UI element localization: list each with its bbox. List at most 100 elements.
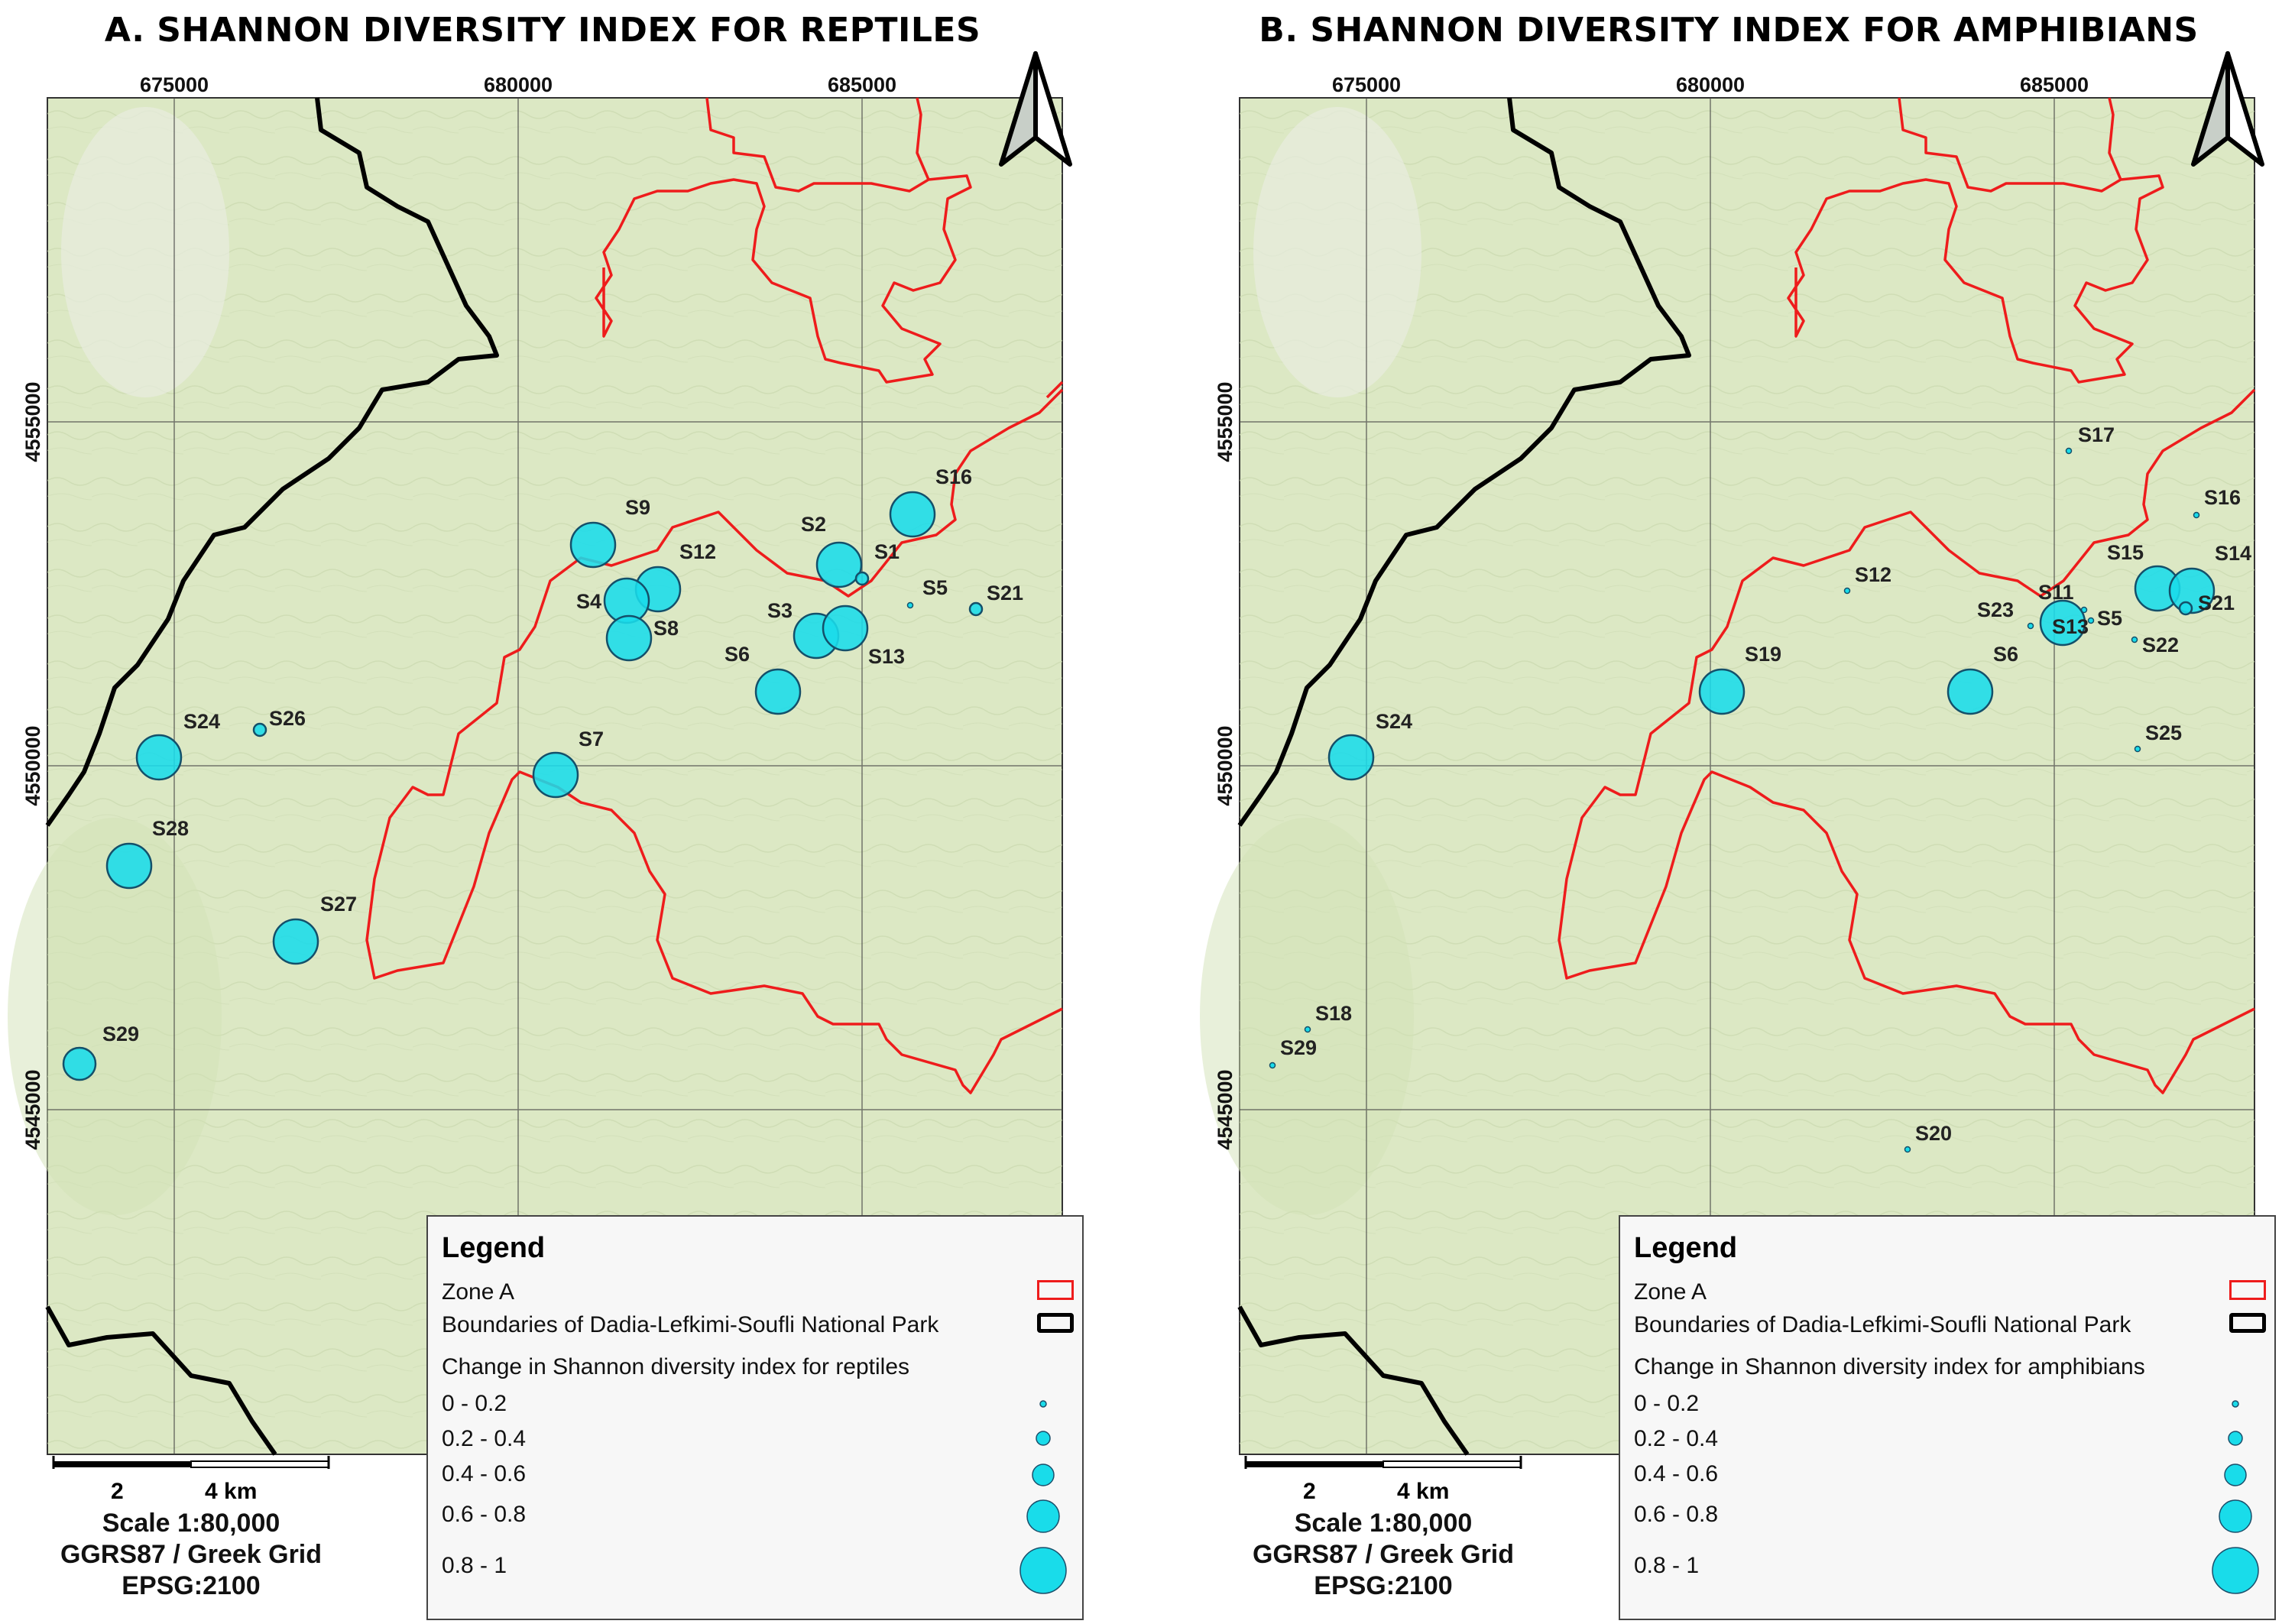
site-marker-s6[interactable] <box>1947 668 1994 715</box>
site-label-s23: S23 <box>1977 598 2014 621</box>
site-marker-s1[interactable] <box>854 571 870 586</box>
northing-label: 4545000 <box>1214 1069 1237 1149</box>
site-marker-s18[interactable] <box>1304 1026 1311 1033</box>
site-marker-s24[interactable] <box>135 734 183 781</box>
site-label-s15: S15 <box>2107 541 2144 564</box>
site-marker-s13[interactable] <box>822 605 869 652</box>
site-marker-s27[interactable] <box>272 918 319 965</box>
scale-epsg: EPSG:2100 <box>122 1571 261 1600</box>
site-marker-s8[interactable] <box>605 614 653 662</box>
north-arrow-icon <box>2191 51 2264 167</box>
site-marker-s16[interactable] <box>2193 511 2200 519</box>
zone-a-symbol <box>1037 1280 1074 1300</box>
park-boundary <box>45 97 499 827</box>
legend-class: 0.2 - 0.4 <box>442 1426 527 1451</box>
site-label-s13: S13 <box>2052 615 2089 638</box>
scale-epsg: EPSG:2100 <box>1314 1571 1453 1600</box>
site-marker-s5[interactable] <box>2087 617 2095 624</box>
site-marker-s28[interactable] <box>105 842 153 890</box>
scale-info: Scale 1:80,000 GGRS87 / Greek Grid EPSG:… <box>38 1508 344 1602</box>
site-marker-s29[interactable] <box>62 1046 97 1081</box>
site-label-s11: S11 <box>2038 581 2074 604</box>
site-label-s26: S26 <box>269 707 306 730</box>
legend-class: 0.6 - 0.8 <box>1634 1502 1719 1527</box>
legend-title: Legend <box>442 1232 546 1264</box>
site-marker-s14[interactable] <box>2168 567 2216 614</box>
legend-box: Legend Zone A Boundaries of Dadia-Lefkim… <box>426 1215 1084 1620</box>
site-label-s20: S20 <box>1915 1122 1952 1145</box>
map-title: B. SHANNON DIVERSITY INDEX FOR AMPHIBIAN… <box>1259 11 2199 50</box>
scale-bar <box>52 1456 330 1469</box>
site-label-s28: S28 <box>152 817 189 840</box>
scale-tick-2: 2 <box>1303 1479 1316 1504</box>
site-marker-s22[interactable] <box>2131 636 2138 643</box>
site-marker-s7[interactable] <box>532 751 579 799</box>
easting-label: 680000 <box>484 73 553 96</box>
site-marker-s16[interactable] <box>889 491 936 538</box>
site-label-s2: S2 <box>801 513 826 536</box>
site-marker-s21[interactable] <box>2178 601 2193 616</box>
easting-label: 675000 <box>1332 73 1401 96</box>
legend-box: Legend Zone A Boundaries of Dadia-Lefkim… <box>1619 1215 2276 1620</box>
site-label-s25: S25 <box>2145 721 2182 744</box>
legend-class: 0.4 - 0.6 <box>1634 1461 1719 1486</box>
site-marker-s9[interactable] <box>569 521 617 569</box>
site-label-s4: S4 <box>576 590 601 613</box>
scale-tick-4km: 4 km <box>1397 1479 1450 1504</box>
site-label-s29: S29 <box>102 1023 139 1045</box>
legend-boundaries: Boundaries of Dadia-Lefkimi-Soufli Natio… <box>1634 1312 2131 1337</box>
zone-a-east <box>1045 381 1064 399</box>
site-marker-s19[interactable] <box>1698 668 1746 715</box>
legend-zone-a: Zone A <box>1634 1279 1707 1305</box>
northing-label: 4555000 <box>21 381 44 462</box>
legend-zone-a: Zone A <box>442 1279 515 1305</box>
site-marker-s29[interactable] <box>1269 1062 1276 1069</box>
scale-bar <box>1244 1456 1522 1469</box>
legend-class: 0 - 0.2 <box>1634 1391 1700 1416</box>
site-marker-s6[interactable] <box>754 668 802 715</box>
site-marker-s5[interactable] <box>906 601 914 609</box>
legend-size-symbols <box>2212 1400 2259 1594</box>
legend-size-symbols <box>1019 1400 1067 1594</box>
northing-label: 4550000 <box>1214 725 1237 806</box>
site-label-s9: S9 <box>625 496 650 519</box>
site-marker-s23[interactable] <box>2027 622 2034 630</box>
map-title: A. SHANNON DIVERSITY INDEX FOR REPTILES <box>104 11 981 50</box>
site-label-s12: S12 <box>1855 563 1891 586</box>
legend-change-label: Change in Shannon diversity index for am… <box>1634 1354 2145 1379</box>
scale-info: Scale 1:80,000 GGRS87 / Greek Grid EPSG:… <box>1230 1508 1536 1602</box>
site-marker-s17[interactable] <box>2065 447 2073 455</box>
site-label-s21: S21 <box>2198 592 2235 614</box>
site-label-s24: S24 <box>183 710 220 733</box>
site-marker-s26[interactable] <box>252 722 267 737</box>
park-boundary <box>1237 97 1691 827</box>
scale-crs: GGRS87 / Greek Grid <box>1252 1540 1515 1569</box>
boundary-symbol <box>2229 1313 2266 1333</box>
site-label-s16: S16 <box>935 465 972 488</box>
site-marker-s2[interactable] <box>815 541 863 588</box>
site-marker-s13[interactable] <box>2039 599 2086 647</box>
zone-a-main <box>365 388 1064 1094</box>
legend-class: 0.4 - 0.6 <box>442 1461 527 1486</box>
site-marker-s12[interactable] <box>1843 587 1851 595</box>
site-label-s27: S27 <box>320 893 357 916</box>
site-label-s1: S1 <box>874 540 900 563</box>
site-label-s6: S6 <box>1993 643 2018 666</box>
scale-tick-2: 2 <box>111 1479 124 1504</box>
site-label-s7: S7 <box>579 728 604 750</box>
site-marker-s20[interactable] <box>1904 1146 1911 1153</box>
site-label-s12: S12 <box>679 540 716 563</box>
site-marker-s24[interactable] <box>1327 734 1375 781</box>
legend-class: 0.6 - 0.8 <box>442 1502 527 1527</box>
northing-label: 4550000 <box>21 725 44 806</box>
legend-class: 0.8 - 1 <box>442 1553 507 1578</box>
site-marker-s21[interactable] <box>968 601 984 617</box>
legend-class: 0.8 - 1 <box>1634 1553 1700 1578</box>
easting-label: 680000 <box>1676 73 1745 96</box>
site-marker-s25[interactable] <box>2134 745 2141 753</box>
site-label-s8: S8 <box>653 617 679 640</box>
legend-class: 0 - 0.2 <box>442 1391 507 1416</box>
scale-crs: GGRS87 / Greek Grid <box>60 1540 323 1569</box>
site-label-s19: S19 <box>1745 643 1781 666</box>
northing-label: 4545000 <box>21 1069 44 1149</box>
